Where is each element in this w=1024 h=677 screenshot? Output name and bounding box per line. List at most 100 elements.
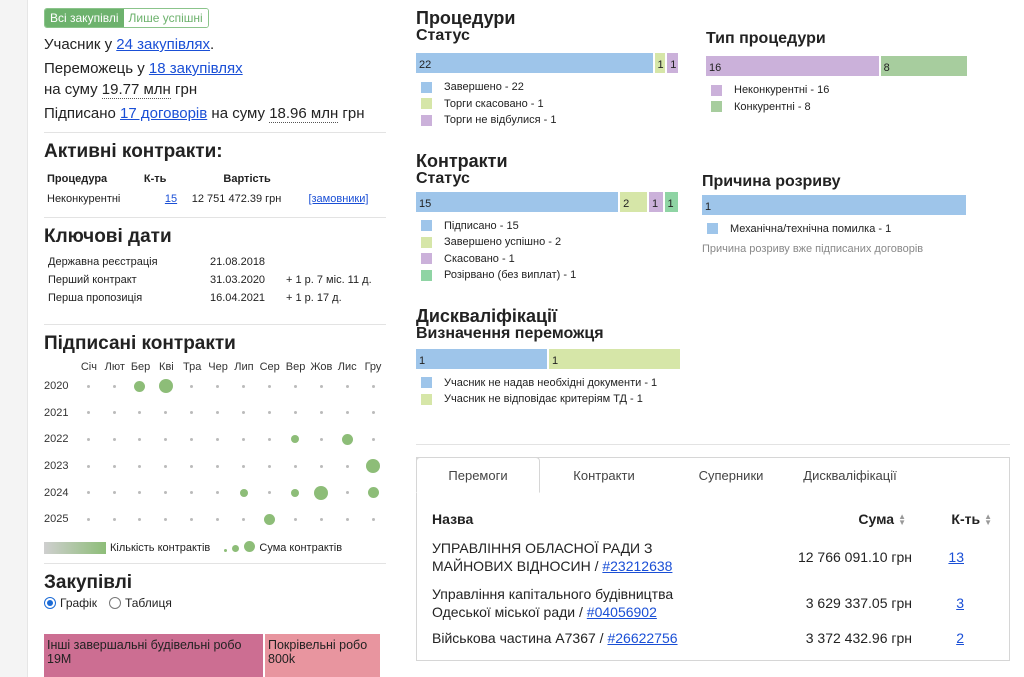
bar-segment: 1	[654, 53, 666, 73]
contract-dot	[164, 437, 168, 441]
contracts-status-title: Статус	[416, 169, 470, 187]
signed-prefix: Підписано	[44, 105, 116, 122]
month-cell	[101, 464, 127, 468]
month-cell	[231, 464, 257, 468]
legend-item[interactable]: Розірвано (без виплат) - 1	[416, 267, 702, 284]
legend-swatch	[421, 220, 432, 232]
participant-link[interactable]: 24 закупівлях	[116, 36, 211, 53]
buyer-code-link[interactable]: #23212638	[602, 558, 673, 574]
legend-item[interactable]: Скасовано - 1	[416, 251, 702, 268]
procedures-status-legend: Завершено - 22 Торги скасовано - 1 Торги н…	[416, 79, 706, 129]
signed-link[interactable]: 17 договорів	[120, 105, 208, 122]
key-date-label: Перша пропозиція	[48, 292, 143, 304]
contract-dot	[267, 464, 271, 468]
month-cell	[282, 488, 308, 497]
cell-count-link[interactable]: 13	[948, 549, 964, 565]
month-cell	[257, 464, 283, 468]
contract-dot[interactable]	[341, 433, 353, 445]
radio-table[interactable]	[108, 596, 121, 609]
month-label: Лют	[104, 361, 125, 373]
signed-contracts-title: Підписані контракти	[44, 333, 236, 354]
contract-dot[interactable]	[291, 488, 300, 497]
buyer-code-link[interactable]: #26622756	[607, 630, 678, 646]
month-cell	[101, 517, 127, 521]
view-radios: Графік Таблиця	[44, 596, 386, 610]
treemap-tile[interactable]: Інші завершальні будівельні робо 19M	[44, 634, 263, 677]
month-label: Жов	[310, 361, 333, 373]
contract-dot[interactable]	[239, 488, 248, 497]
col-sum-sort[interactable]: Сума ▲ ▼	[766, 511, 906, 527]
treemap-tile[interactable]: Покрівельні робо 800k	[265, 634, 380, 677]
contract-dot[interactable]	[263, 513, 275, 525]
legend-item[interactable]: Торги скасовано - 1	[416, 96, 706, 113]
legend-item[interactable]: Завершено успішно - 2	[416, 234, 702, 251]
contract-dot[interactable]	[158, 379, 173, 394]
cell-count-link[interactable]: 3	[956, 595, 964, 611]
procedures-title: Процедури	[416, 8, 516, 28]
filter-all-button[interactable]: Всі закупівлі	[45, 9, 124, 27]
procedures-status-bar: 22 1 1	[416, 53, 706, 73]
month-label: Тра	[183, 361, 202, 373]
month-cell	[179, 384, 205, 388]
legend-item[interactable]: Учасник не відповідає критеріям ТД - 1	[416, 391, 1016, 408]
month-cell	[127, 411, 153, 415]
contract-dot[interactable]	[314, 485, 329, 500]
right-column: Процедури Статус 22 1 1 Завершено - 22 Торг…	[416, 8, 1016, 408]
tab-competitors[interactable]: Суперники	[698, 467, 764, 483]
legend-item[interactable]: Торги не відбулися - 1	[416, 112, 706, 129]
cell-count-link[interactable]: 2	[956, 630, 964, 646]
contract-dot	[138, 491, 142, 495]
month-cell	[75, 384, 101, 388]
contract-dot	[190, 437, 194, 441]
filter-successful-button[interactable]: Лише успішні	[123, 9, 208, 27]
cell-name: УПРАВЛІННЯ ОБЛАСНОЇ РАДИ З МАЙНОВИХ ВІДН…	[432, 539, 766, 575]
month-cell	[282, 384, 308, 388]
radio-chart[interactable]	[44, 596, 56, 609]
contract-dot	[319, 464, 323, 468]
col-count-sort[interactable]: К-ть ▲ ▼	[906, 511, 992, 527]
contract-dot[interactable]	[367, 487, 379, 499]
winner-currency: грн	[175, 81, 198, 98]
buyer-name: Управління капітального будівництва Одес…	[432, 586, 674, 620]
wins-table-header: Назва Сума ▲ ▼ К-ть ▲ ▼	[432, 506, 992, 532]
winner-link[interactable]: 18 закупівлях	[148, 60, 243, 77]
year-label: 2021	[44, 406, 69, 419]
legend-swatch	[711, 101, 722, 113]
customers-link[interactable]: [замовники]	[308, 193, 369, 205]
tab-disqualifications[interactable]: Дискваліфікації	[803, 467, 897, 483]
legend-item[interactable]: Учасник не надав необхідні документи - 1	[416, 375, 1016, 392]
contract-dot[interactable]	[366, 459, 380, 474]
legend-item[interactable]: Підписано - 15	[416, 218, 702, 235]
legend-item[interactable]: Завершено - 22	[416, 79, 706, 96]
signed-sum: 18.96 млн	[269, 105, 339, 123]
tab-wins[interactable]: Перемоги	[416, 457, 540, 493]
legend-swatch	[711, 84, 722, 96]
tab-contracts[interactable]: Контракти	[573, 467, 635, 483]
cell-count-link[interactable]: 15	[164, 193, 178, 205]
disqualifications-legend: Учасник не надав необхідні документи - 1…	[416, 375, 1016, 408]
winner-prefix: Переможець у	[44, 60, 145, 77]
procedures-status-title: Статус	[416, 27, 470, 44]
contract-dot	[371, 411, 375, 415]
legend-item[interactable]: Конкурентні - 8	[706, 99, 986, 116]
key-date-value: 31.03.2020	[210, 274, 266, 286]
contract-dot	[86, 411, 90, 415]
legend-count-label: Кількість контрактів	[110, 541, 211, 554]
legend-item[interactable]: Механічна/технічна помилка - 1	[702, 221, 982, 238]
contract-dot	[371, 517, 375, 521]
month-cell	[179, 411, 205, 415]
contract-dot[interactable]	[291, 435, 300, 444]
sort-icon: ▲ ▼	[984, 512, 992, 528]
bar-segment: 2	[620, 191, 648, 212]
procedures-type: Тип процедури 16 8 Неконкурентні - 16 Конк…	[706, 8, 986, 129]
legend-item[interactable]: Неконкурентні - 16	[706, 82, 986, 99]
buyer-code-link[interactable]: #04056902	[586, 604, 657, 620]
signed-contracts-legend: Кількість контрактів Сума контрактів	[44, 540, 386, 555]
contract-dot	[242, 464, 246, 468]
active-contracts-table: Процедура К-ть Вартість Неконкурентні 15…	[44, 169, 386, 209]
radio-table-label: Таблиця	[124, 595, 172, 610]
size-dots	[224, 540, 256, 555]
procedure-type-legend: Неконкурентні - 16 Конкурентні - 8	[706, 82, 986, 115]
divider	[44, 217, 386, 218]
contract-dot[interactable]	[134, 380, 146, 392]
